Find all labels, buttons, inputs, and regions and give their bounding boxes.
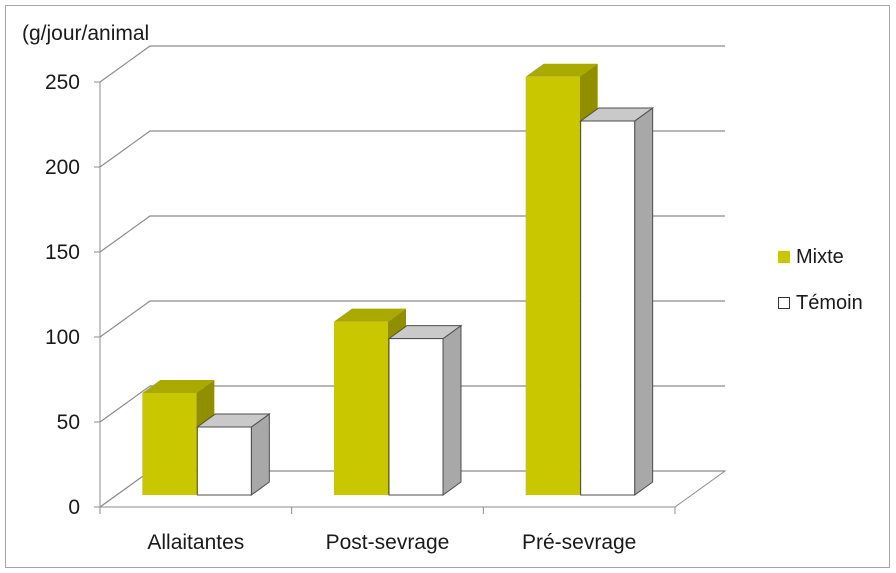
legend-item-temoin: Témoin <box>778 290 863 316</box>
y-tick-label: 150 <box>45 241 80 264</box>
bar-tmoin-0 <box>195 413 271 496</box>
x-tick-labels: Allaitantes Post-sevrage Pré-sevrage <box>99 507 676 554</box>
x-tick-label: Allaitantes <box>147 531 244 554</box>
legend-swatch-temoin <box>778 297 790 309</box>
bar-mixte-0-top <box>142 380 215 393</box>
bar-tmoin-1-side <box>442 324 462 496</box>
gridline <box>99 45 725 83</box>
bar-tmoin-0-side <box>250 413 270 496</box>
y-tick-label: 250 <box>45 71 80 94</box>
legend-label-mixte: Mixte <box>796 245 844 268</box>
bar-mixte-0 <box>142 380 215 495</box>
bar-tmoin-2 <box>579 107 655 496</box>
legend: Mixte Témoin <box>778 244 863 336</box>
x-tick-label: Pré-sevrage <box>522 531 636 554</box>
y-tick-label: 50 <box>57 411 80 434</box>
bar-tmoin-2-front <box>580 120 636 496</box>
bar-tmoin-1-front <box>388 338 444 496</box>
y-tick-label: 0 <box>68 496 80 519</box>
bar-mixte-0-front <box>142 393 197 495</box>
legend-item-mixte: Mixte <box>778 244 863 270</box>
bar-tmoin-2-side <box>634 107 654 496</box>
bar-tmoin-1 <box>387 324 463 496</box>
y-tick-label: 100 <box>45 326 80 349</box>
bar-mixte-2-front <box>525 76 580 496</box>
legend-label-temoin: Témoin <box>796 291 863 314</box>
bars <box>142 63 655 496</box>
bar-mixte-1-front <box>334 321 388 495</box>
y-tick-label: 200 <box>45 156 80 179</box>
y-tick-labels: 0 50 100 150 200 250 <box>45 71 80 519</box>
bar-tmoin-0-front <box>196 426 252 496</box>
bar-mixte-1-top <box>334 308 406 322</box>
bar-mixte-2-top <box>525 63 598 77</box>
legend-swatch-mixte <box>778 251 790 263</box>
y-axis-label: (g/jour/animal <box>22 22 149 45</box>
x-tick-label: Post-sevrage <box>326 531 450 554</box>
